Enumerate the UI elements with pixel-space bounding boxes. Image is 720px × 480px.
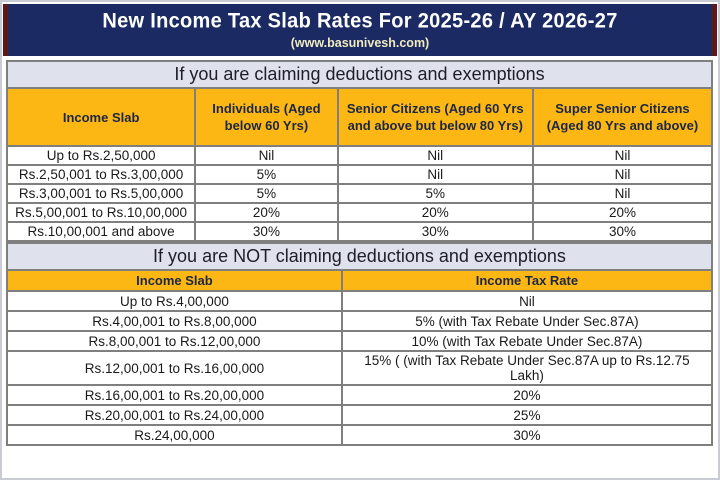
section2-heading: If you are NOT claiming deductions and e… — [6, 242, 713, 269]
income-slab-cell: Rs.10,00,001 and above — [5, 221, 197, 242]
table-row: Rs.16,00,001 to Rs.20,00,000 20% — [6, 384, 714, 406]
tax-rate-cell: 15% ( (with Tax Rebate Under Sec.87A up … — [340, 350, 714, 386]
tax-rate-cell: Nil — [531, 164, 714, 185]
column-header: Income Tax Rate — [340, 269, 714, 292]
table-row: Rs.8,00,001 to Rs.12,00,000 10% (with Tax… — [6, 330, 714, 352]
tax-rate-cell: 20% — [531, 202, 714, 223]
tax-rate-cell: Nil — [194, 145, 339, 166]
table-row: Up to Rs.4,00,000 Nil — [6, 290, 714, 312]
income-slab-cell: Rs.4,00,001 to Rs.8,00,000 — [6, 310, 343, 332]
income-slab-cell: Rs.24,00,000 — [6, 424, 343, 446]
tax-rate-cell: 5% — [194, 183, 339, 204]
tax-rate-cell: Nil — [336, 164, 534, 185]
table-row: Rs.3,00,001 to Rs.5,00,000 5% 5% Nil — [5, 183, 714, 204]
table-row: Rs.5,00,001 to Rs.10,00,000 20% 20% 20% — [5, 202, 714, 223]
table-row: Rs.12,00,001 to Rs.16,00,000 15% ( (with … — [6, 350, 714, 386]
income-slab-cell: Rs.2,50,001 to Rs.3,00,000 — [5, 164, 197, 185]
column-header: Individuals (Aged below 60 Yrs) — [194, 87, 339, 147]
income-slab-cell: Rs.20,00,001 to Rs.24,00,000 — [6, 404, 343, 426]
tax-rate-cell: 20% — [194, 202, 339, 223]
income-slab-cell: Rs.3,00,001 to Rs.5,00,000 — [5, 183, 197, 204]
income-slab-cell: Up to Rs.2,50,000 — [5, 145, 197, 166]
column-header: Income Slab — [6, 269, 343, 292]
header-row: Income Slab Income Tax Rate — [6, 269, 714, 292]
income-slab-cell: Rs.8,00,001 to Rs.12,00,000 — [6, 330, 343, 352]
section1-heading: If you are claiming deductions and exemp… — [6, 60, 713, 87]
tax-rate-cell: 30% — [531, 221, 714, 242]
tax-rate-cell: 10% (with Tax Rebate Under Sec.87A) — [340, 330, 714, 352]
table-row: Rs.24,00,000 30% — [6, 424, 714, 446]
title-banner: New Income Tax Slab Rates For 2025-26 / … — [3, 4, 717, 56]
tax-rate-cell: 30% — [340, 424, 714, 446]
table-row: Rs.2,50,001 to Rs.3,00,000 5% Nil Nil — [5, 164, 714, 185]
tax-rate-cell: 30% — [336, 221, 534, 242]
tax-rate-cell: Nil — [336, 145, 534, 166]
tax-rate-cell: 30% — [194, 221, 339, 242]
tax-rate-cell: 5% (with Tax Rebate Under Sec.87A) — [340, 310, 714, 332]
income-slab-cell: Up to Rs.4,00,000 — [6, 290, 343, 312]
no-deductions-tax-table: Income Slab Income Tax Rate Up to Rs.4,00… — [6, 269, 714, 446]
tables-container: If you are claiming deductions and exemp… — [5, 60, 714, 446]
income-slab-cell: Rs.16,00,001 to Rs.20,00,000 — [6, 384, 343, 406]
page-title: New Income Tax Slab Rates For 2025-26 / … — [102, 9, 618, 33]
column-header: Senior Citizens (Aged 60 Yrs and above b… — [336, 87, 534, 147]
table-row: Up to Rs.2,50,000 Nil Nil Nil — [5, 145, 714, 166]
income-slab-cell: Rs.5,00,001 to Rs.10,00,000 — [5, 202, 197, 223]
tax-rate-cell: 25% — [340, 404, 714, 426]
website-url: (www.basunivesh.com) — [290, 36, 430, 50]
tax-rate-cell: 20% — [336, 202, 534, 223]
column-header: Income Slab — [5, 87, 197, 147]
tax-rate-cell: 5% — [194, 164, 339, 185]
table-row: Rs.4,00,001 to Rs.8,00,000 5% (with Tax R… — [6, 310, 714, 332]
tax-rate-cell: Nil — [531, 183, 714, 204]
table-row: Rs.10,00,001 and above 30% 30% 30% — [5, 221, 714, 242]
tax-rate-cell: 20% — [340, 384, 714, 406]
tax-rate-cell: 5% — [336, 183, 534, 204]
table-row: Rs.20,00,001 to Rs.24,00,000 25% — [6, 404, 714, 426]
header-row: Income Slab Individuals (Aged below 60 Yr… — [5, 87, 714, 147]
tax-rate-cell: Nil — [531, 145, 714, 166]
income-slab-cell: Rs.12,00,001 to Rs.16,00,000 — [6, 350, 343, 386]
deductions-tax-table: Income Slab Individuals (Aged below 60 Yr… — [5, 87, 714, 242]
tax-rate-cell: Nil — [340, 290, 714, 312]
column-header: Super Senior Citizens (Aged 80 Yrs and a… — [531, 87, 714, 147]
